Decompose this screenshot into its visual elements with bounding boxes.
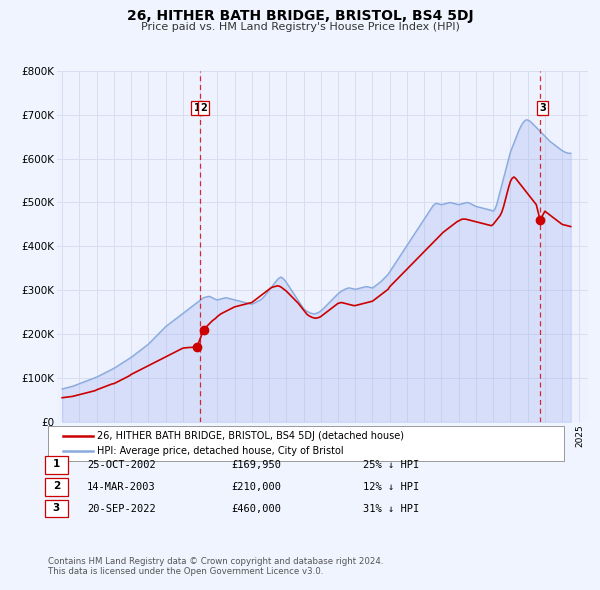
Text: 3: 3 — [539, 103, 546, 113]
Text: 1: 1 — [194, 103, 200, 113]
Text: 2: 2 — [200, 103, 207, 113]
Text: Price paid vs. HM Land Registry's House Price Index (HPI): Price paid vs. HM Land Registry's House … — [140, 22, 460, 32]
Text: 26, HITHER BATH BRIDGE, BRISTOL, BS4 5DJ: 26, HITHER BATH BRIDGE, BRISTOL, BS4 5DJ — [127, 9, 473, 24]
Text: £169,950: £169,950 — [231, 460, 281, 470]
Text: 14-MAR-2003: 14-MAR-2003 — [87, 482, 156, 491]
Text: 20-SEP-2022: 20-SEP-2022 — [87, 504, 156, 513]
Text: HPI: Average price, detached house, City of Bristol: HPI: Average price, detached house, City… — [97, 447, 344, 457]
Text: 2: 2 — [53, 481, 60, 491]
Text: This data is licensed under the Open Government Licence v3.0.: This data is licensed under the Open Gov… — [48, 567, 323, 576]
Text: 3: 3 — [53, 503, 60, 513]
Text: 25% ↓ HPI: 25% ↓ HPI — [363, 460, 419, 470]
Text: Contains HM Land Registry data © Crown copyright and database right 2024.: Contains HM Land Registry data © Crown c… — [48, 558, 383, 566]
Text: 12% ↓ HPI: 12% ↓ HPI — [363, 482, 419, 491]
Text: £460,000: £460,000 — [231, 504, 281, 513]
Text: 31% ↓ HPI: 31% ↓ HPI — [363, 504, 419, 513]
Text: 26, HITHER BATH BRIDGE, BRISTOL, BS4 5DJ (detached house): 26, HITHER BATH BRIDGE, BRISTOL, BS4 5DJ… — [97, 431, 404, 441]
Text: 25-OCT-2002: 25-OCT-2002 — [87, 460, 156, 470]
Text: £210,000: £210,000 — [231, 482, 281, 491]
Text: 1: 1 — [53, 460, 60, 469]
